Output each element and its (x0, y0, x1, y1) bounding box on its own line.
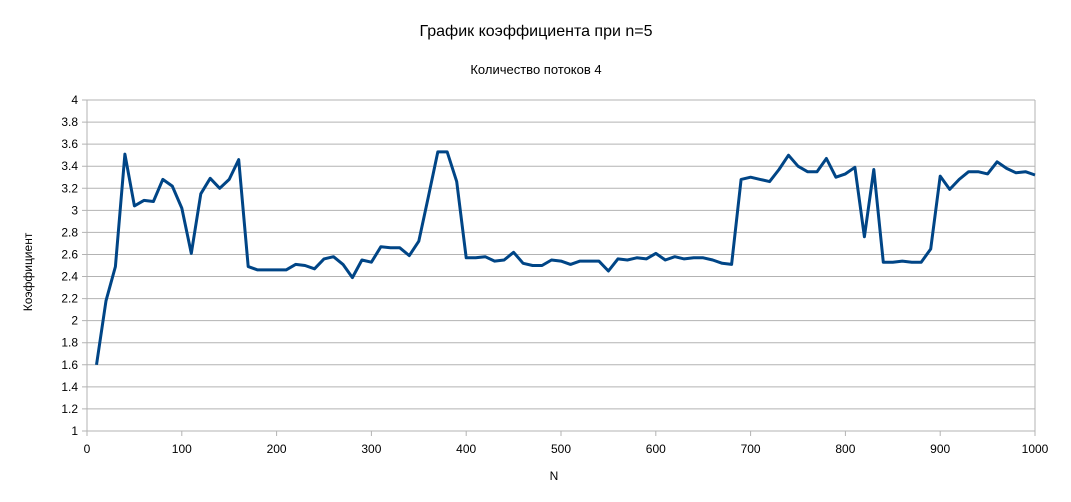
x-tick-label: 400 (456, 442, 476, 456)
y-tick-label: 2.6 (61, 247, 78, 261)
x-tick-label: 800 (835, 442, 855, 456)
y-tick-label: 3.2 (61, 181, 78, 195)
y-tick-label: 1.6 (61, 358, 78, 372)
series-line (95, 150, 1036, 366)
plot-area (95, 150, 1036, 366)
x-tick-label: 500 (551, 442, 571, 456)
x-axis-ticks: 0 100 200 300 400 500 600 700 800 900 1000 (84, 442, 1049, 456)
x-tick-label: 200 (267, 442, 287, 456)
grid-lines (82, 99, 1036, 436)
y-tick-label: 2.4 (61, 270, 78, 284)
y-tick-label: 3.8 (61, 115, 78, 129)
y-tick-label: 1 (71, 424, 78, 438)
y-tick-label: 3.4 (61, 159, 78, 173)
y-tick-label: 1.2 (61, 402, 78, 416)
x-tick-label: 100 (172, 442, 192, 456)
x-tick-label: 700 (741, 442, 761, 456)
x-tick-label: 600 (646, 442, 666, 456)
y-tick-label: 1.4 (61, 380, 78, 394)
chart-title: График коэффициента при n=5 (419, 23, 652, 40)
y-axis-title: Коэффициент (21, 232, 35, 311)
x-tick-label: 0 (84, 442, 91, 456)
y-axis-ticks: 1 1.2 1.4 1.6 1.8 2 2.2 2.4 2.6 2.8 3 3.2 3.4 3.6 3.8 4 (61, 93, 78, 438)
y-tick-label: 3 (71, 203, 78, 217)
y-tick-label: 2.2 (61, 292, 78, 306)
y-tick-label: 3.6 (61, 137, 78, 151)
x-tick-label: 1000 (1022, 442, 1049, 456)
y-tick-label: 4 (71, 93, 78, 107)
y-tick-label: 1.8 (61, 336, 78, 350)
x-tick-label: 900 (930, 442, 950, 456)
chart-subtitle: Количество потоков 4 (470, 62, 601, 77)
x-axis-title: N (550, 469, 559, 483)
x-tick-label: 300 (361, 442, 381, 456)
y-tick-label: 2.8 (61, 225, 78, 239)
y-tick-label: 2 (71, 314, 78, 328)
